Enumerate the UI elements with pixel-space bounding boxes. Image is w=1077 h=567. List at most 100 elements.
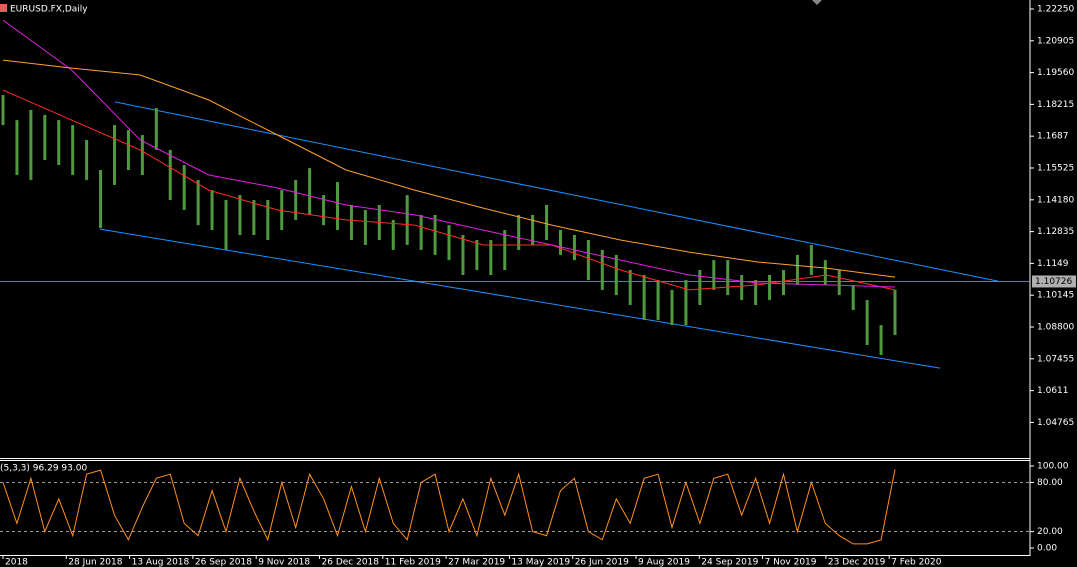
price-bar — [809, 244, 813, 275]
price-bar — [489, 239, 493, 275]
price-bar — [628, 270, 632, 306]
price-bar — [726, 260, 730, 296]
price-bar — [517, 214, 521, 250]
x-tick-label: 13 May 2019 — [511, 558, 570, 567]
stochastic-line — [2, 469, 896, 545]
price-bar — [140, 135, 144, 175]
price-bar — [600, 249, 604, 290]
price-bar — [71, 125, 75, 175]
price-bar — [280, 190, 284, 231]
price-bar — [712, 260, 716, 290]
y-tick-label: 1.12835 — [1037, 227, 1074, 237]
x-tick-label: 9 Nov 2018 — [258, 558, 310, 567]
x-tick-label: 26 Sep 2018 — [195, 558, 252, 567]
y-tick-label: 1.14180 — [1037, 195, 1074, 205]
x-tick-label: 2018 — [5, 558, 28, 567]
y-tick-label: 1.08800 — [1037, 323, 1074, 333]
price-bar — [182, 165, 186, 210]
price-bar — [29, 109, 33, 180]
price-bar — [336, 182, 339, 231]
price-bar — [252, 200, 256, 236]
price-bar — [684, 279, 688, 326]
x-tick-label: 7 Feb 2020 — [891, 558, 942, 567]
channel-lower — [99, 228, 941, 369]
price-bar — [308, 168, 312, 215]
price-bar — [879, 325, 883, 355]
y-tick-label: 1.10145 — [1037, 291, 1074, 301]
price-bar — [795, 254, 799, 285]
price-bar — [837, 270, 841, 296]
x-tick-label: 27 Mar 2019 — [448, 558, 505, 567]
price-label-box — [1032, 275, 1076, 288]
moving-average — [2, 19, 896, 288]
price-bar — [740, 274, 744, 301]
price-bar — [754, 279, 758, 306]
y-tick-label: 1.1149 — [1037, 259, 1069, 269]
price-bar — [782, 270, 785, 296]
indicator-title: (5,3,3) 96.29 93.00 — [0, 464, 87, 474]
price-bar — [391, 219, 395, 250]
y-tick-label: 1.1687 — [1037, 132, 1069, 142]
price-bar — [559, 230, 562, 255]
x-tick-label: 24 Sep 2019 — [701, 558, 758, 567]
price-label: 1.10726 — [1035, 277, 1072, 287]
price-bar — [698, 270, 702, 306]
y-tick-label: 1.19560 — [1037, 68, 1074, 78]
y-tick-label: 1.22250 — [1037, 4, 1074, 14]
price-bar — [865, 300, 869, 345]
y-tick-label: 0.00 — [1037, 544, 1057, 554]
x-tick-label: 23 Dec 2019 — [828, 558, 886, 567]
x-tick-label: 26 Jun 2019 — [575, 558, 629, 567]
price-bar — [363, 209, 367, 245]
price-bar — [224, 200, 228, 250]
chart-title: EURUSD.FX,Daily — [10, 5, 88, 15]
moving-average — [2, 59, 896, 278]
y-tick-label: 1.18215 — [1037, 100, 1074, 110]
price-bar — [238, 195, 242, 236]
price-bar — [545, 205, 549, 240]
x-tick-label: 26 Dec 2018 — [322, 558, 380, 567]
price-bar — [503, 230, 507, 271]
price-bar — [126, 130, 130, 171]
price-bar — [57, 120, 61, 166]
x-tick-label: 28 Jun 2018 — [68, 558, 122, 567]
y-tick-label: 1.15525 — [1037, 163, 1074, 173]
moving-average — [2, 89, 896, 291]
symbol-icon — [0, 4, 7, 12]
y-tick-label: 1.0611 — [1037, 386, 1069, 396]
price-bar — [461, 235, 465, 275]
channel-upper — [114, 101, 999, 282]
y-tick-label: 80.00 — [1037, 478, 1063, 488]
price-bar — [168, 149, 172, 201]
price-bar — [113, 125, 116, 185]
y-tick-label: 100.00 — [1037, 461, 1069, 471]
price-bar — [99, 170, 103, 228]
price-bar — [1, 95, 5, 126]
price-bar — [642, 274, 646, 320]
price-bar — [322, 195, 326, 226]
price-bar — [670, 289, 674, 326]
price-bar — [475, 239, 479, 271]
price-bar — [85, 139, 89, 180]
price-bar — [196, 179, 200, 226]
shift-marker — [812, 0, 822, 5]
x-tick-label: 13 Aug 2018 — [132, 558, 190, 567]
y-tick-label: 20.00 — [1037, 527, 1063, 537]
price-bar — [586, 239, 590, 280]
price-bar — [43, 114, 47, 161]
y-tick-label: 1.20905 — [1037, 36, 1074, 46]
price-bar — [768, 274, 772, 301]
price-bar — [15, 120, 19, 175]
price-bar — [656, 279, 660, 320]
x-tick-label: 7 Nov 2019 — [765, 558, 817, 567]
price-bar — [405, 195, 409, 245]
y-tick-label: 1.04765 — [1037, 418, 1074, 428]
price-bar — [294, 179, 298, 220]
price-bar — [433, 214, 437, 255]
price-bar — [154, 108, 158, 150]
price-bar — [572, 235, 576, 261]
price-bar — [531, 214, 535, 245]
price-bar — [419, 214, 423, 250]
price-bar — [614, 254, 618, 296]
